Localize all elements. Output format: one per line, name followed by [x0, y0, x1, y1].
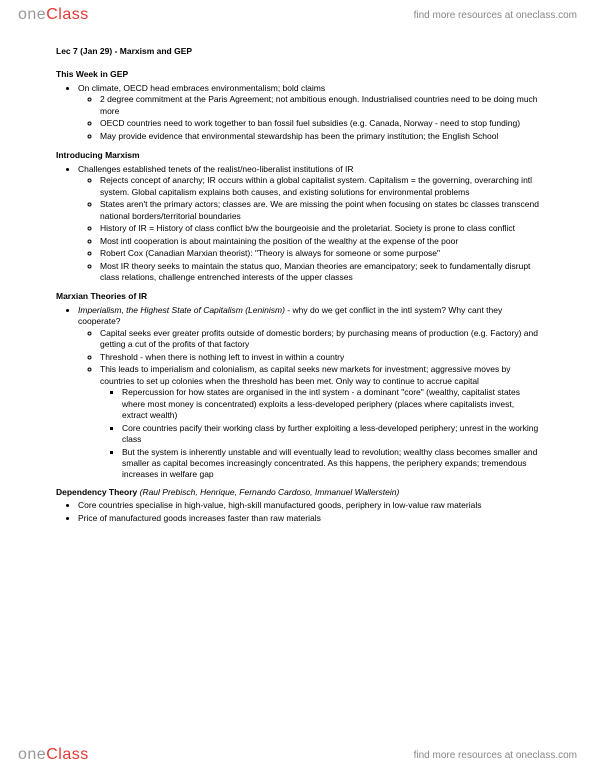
footer-bar: oneClass find more resources at oneclass… [0, 740, 595, 770]
brand-part1: one [18, 6, 46, 24]
list-introducing: Challenges established tenets of the rea… [56, 164, 539, 284]
header-bar: oneClass find more resources at oneclass… [0, 0, 595, 30]
bullet-lead-italic: Imperialism, the Highest State of Capita… [78, 305, 285, 315]
brand-part1-footer: one [18, 746, 46, 764]
list-item: On climate, OECD head embraces environme… [78, 83, 539, 142]
brand-logo-footer: oneClass [18, 746, 89, 764]
sublist: Capital seeks ever greater profits outsi… [78, 328, 539, 481]
list-item: Price of manufactured goods increases fa… [78, 513, 539, 524]
list-item: Imperialism, the Highest State of Capita… [78, 305, 539, 481]
list-item: Rejects concept of anarchy; IR occurs wi… [100, 175, 539, 198]
list-item: Most intl cooperation is about maintaini… [100, 236, 539, 247]
section-head-dependency: Dependency Theory (Raul Prebisch, Henriq… [56, 487, 539, 498]
list-item: Repercussion for how states are organise… [122, 387, 539, 421]
brand-logo: oneClass [18, 6, 89, 24]
list-item: Core countries specialise in high-value,… [78, 500, 539, 511]
list-this-week: On climate, OECD head embraces environme… [56, 83, 539, 142]
list-item: Most IR theory seeks to maintain the sta… [100, 261, 539, 284]
list-dependency: Core countries specialise in high-value,… [56, 500, 539, 524]
list-item: States aren't the primary actors; classe… [100, 199, 539, 222]
brand-part2-footer: Class [46, 746, 89, 764]
sublist: 2 degree commitment at the Paris Agreeme… [78, 94, 539, 142]
brand-part2: Class [46, 6, 89, 24]
header-tagline[interactable]: find more resources at oneclass.com [414, 10, 577, 21]
list-item: Capital seeks ever greater profits outsi… [100, 328, 539, 351]
list-item: But the system is inherently unstable an… [122, 447, 539, 481]
document-body: Lec 7 (Jan 29) - Marxism and GEP This We… [56, 46, 539, 530]
section-head-introducing: Introducing Marxism [56, 150, 539, 161]
section-head-dependency-bold: Dependency Theory [56, 487, 140, 497]
bullet-text: This leads to imperialism and colonialis… [100, 364, 511, 385]
list-item: Core countries pacify their working clas… [122, 423, 539, 446]
list-item: OECD countries need to work together to … [100, 118, 539, 129]
page-title: Lec 7 (Jan 29) - Marxism and GEP [56, 46, 539, 57]
sublist: Rejects concept of anarchy; IR occurs wi… [78, 175, 539, 283]
bullet-text: Challenges established tenets of the rea… [78, 164, 353, 174]
list-item: History of IR = History of class conflic… [100, 223, 539, 234]
footer-tagline[interactable]: find more resources at oneclass.com [414, 750, 577, 761]
list-item: This leads to imperialism and colonialis… [100, 364, 539, 481]
section-head-marxian: Marxian Theories of IR [56, 291, 539, 302]
list-item: Challenges established tenets of the rea… [78, 164, 539, 284]
section-head-this-week: This Week in GEP [56, 69, 539, 80]
list-item: May provide evidence that environmental … [100, 131, 539, 142]
list-item: Robert Cox (Canadian Marxian theorist): … [100, 248, 539, 259]
list-item: Threshold - when there is nothing left t… [100, 352, 539, 363]
bullet-text: On climate, OECD head embraces environme… [78, 83, 325, 93]
list-item: 2 degree commitment at the Paris Agreeme… [100, 94, 539, 117]
subsublist: Repercussion for how states are organise… [100, 387, 539, 481]
section-head-dependency-italic: (Raul Prebisch, Henrique, Fernando Cardo… [140, 487, 400, 497]
list-marxian: Imperialism, the Highest State of Capita… [56, 305, 539, 481]
